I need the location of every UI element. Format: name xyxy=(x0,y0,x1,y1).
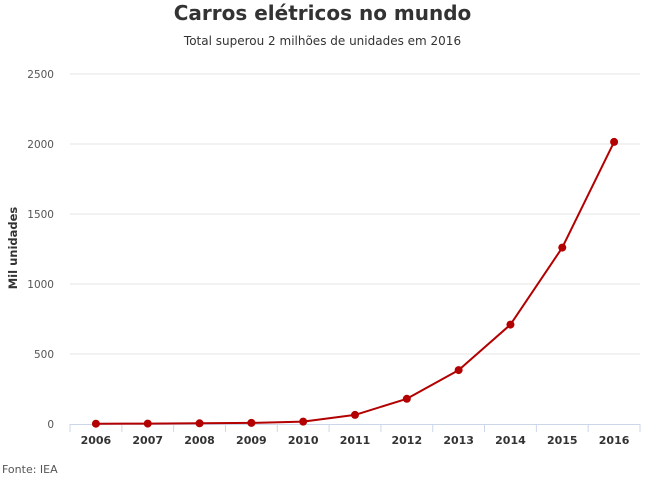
data-point[interactable] xyxy=(610,137,619,146)
x-axis: 2006 2007 2008 2009 2010 2011 2012 2013 2014 2015… xyxy=(69,424,641,447)
y-tick-label: 2500 xyxy=(27,69,54,81)
y-tick-label: 1500 xyxy=(27,209,54,221)
data-point[interactable] xyxy=(299,417,308,426)
x-tick-label: 2010 xyxy=(288,434,319,447)
chart-subtitle: Total superou 2 milhões de unidades em 2… xyxy=(183,34,462,48)
y-axis-title: Mil unidades xyxy=(6,207,20,290)
x-tick-label: 2012 xyxy=(392,434,423,447)
data-point[interactable] xyxy=(506,320,515,329)
x-tick-label: 2016 xyxy=(599,434,630,447)
data-point[interactable] xyxy=(558,243,567,252)
series-line xyxy=(95,141,615,425)
data-point[interactable] xyxy=(402,394,411,403)
x-tick-label: 2006 xyxy=(81,434,112,447)
data-point[interactable] xyxy=(195,419,204,428)
x-tick-label: 2011 xyxy=(340,434,371,447)
data-point[interactable] xyxy=(247,418,256,427)
x-tick-label: 2008 xyxy=(184,434,215,447)
data-point[interactable] xyxy=(143,419,152,428)
data-point[interactable] xyxy=(351,410,359,419)
x-tick-label: 2014 xyxy=(495,434,526,447)
chart-source: Fonte: IEA xyxy=(2,463,58,476)
x-tick-label: 2015 xyxy=(547,434,578,447)
x-tick-label: 2009 xyxy=(236,434,267,447)
x-tick-label: 2013 xyxy=(443,434,474,447)
chart-title: Carros elétricos no mundo xyxy=(173,1,472,25)
data-point[interactable] xyxy=(91,419,100,428)
y-tick-label: 500 xyxy=(34,349,54,361)
grid-lines xyxy=(70,73,640,355)
y-tick-label: 0 xyxy=(47,419,54,431)
series-layer xyxy=(91,137,619,428)
y-tick-label: 1000 xyxy=(27,279,54,291)
data-point[interactable] xyxy=(454,366,463,375)
y-axis-ticks: 0 500 1000 1500 2000 2500 xyxy=(27,69,54,431)
y-tick-label: 2000 xyxy=(27,139,54,151)
x-tick-label: 2007 xyxy=(132,434,163,447)
